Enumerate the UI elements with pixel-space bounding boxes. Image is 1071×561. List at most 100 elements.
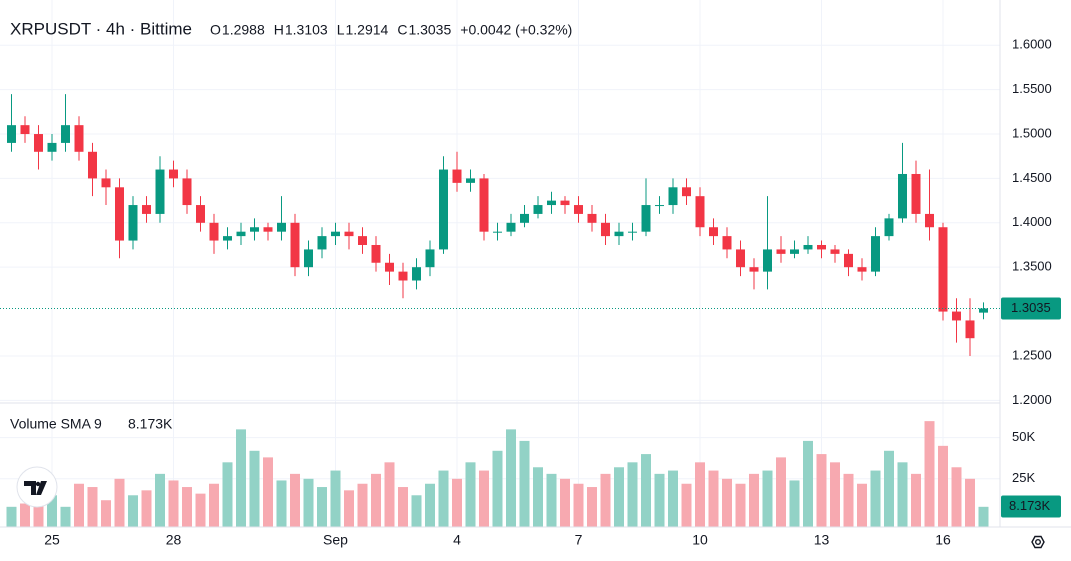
candle-body (952, 311, 961, 321)
volume-tick-label: 25K (1012, 470, 1035, 485)
candle-body (884, 218, 894, 237)
candle-body (844, 253, 853, 268)
candle-body (371, 244, 381, 263)
volume-bar (330, 470, 341, 527)
volume-bar (398, 487, 408, 527)
volume-bar (263, 457, 273, 527)
volume-bar (870, 470, 881, 527)
volume-bar (668, 470, 678, 527)
candle-body (668, 187, 678, 206)
volume-bar (384, 462, 395, 527)
candle-body (763, 249, 772, 272)
volume-bar (600, 473, 611, 527)
volume-bar (695, 462, 705, 527)
candle-body (601, 222, 610, 237)
volume-bar (155, 473, 165, 527)
candle-body (169, 169, 178, 179)
candle-body (641, 205, 651, 232)
candle-body (898, 173, 907, 219)
volume-bar (587, 487, 597, 527)
candle-body (776, 249, 786, 254)
volume-bar (573, 483, 584, 527)
volume-bar (438, 470, 449, 527)
x-tick-label: 25 (44, 532, 60, 548)
legend: XRPUSDT · 4h · Bittime O 1.2988 H 1.3103 L 1.… (10, 19, 572, 38)
x-tick-label: 28 (166, 532, 182, 548)
candle-body (236, 231, 246, 237)
candle-body (466, 178, 475, 183)
volume-bar (303, 478, 314, 527)
volume-bar (951, 467, 962, 527)
last-price-label: 1.3035 (1011, 300, 1051, 315)
y-tick-label: 1.4500 (1012, 170, 1052, 185)
candle-body (412, 267, 421, 281)
candle-body (277, 222, 286, 232)
candle-body (587, 213, 597, 223)
volume-bar (708, 470, 719, 527)
candle-body (304, 249, 313, 268)
volume-bar (735, 483, 746, 527)
volume-bar (317, 487, 327, 527)
candle-body (506, 222, 516, 232)
candle-body (979, 308, 988, 313)
volume-bar (492, 450, 503, 527)
candle-body (749, 267, 759, 272)
volume-bar (965, 478, 975, 527)
chart-title: XRPUSDT · 4h · Bittime (10, 19, 192, 38)
volume-bar (911, 473, 921, 527)
candle-body (115, 187, 124, 241)
legend-label: C (397, 22, 407, 38)
volume-bar (47, 495, 57, 527)
volume-bar (101, 500, 111, 527)
legend-value: 1.3103 (285, 22, 328, 38)
x-tick-label: 16 (935, 532, 951, 548)
volume-bar (6, 506, 17, 527)
candle-body (290, 222, 300, 268)
x-tick-label: 10 (692, 532, 708, 548)
volume-bar (924, 421, 935, 527)
candle-body (47, 142, 57, 152)
candle-body (574, 205, 583, 214)
candle-body (857, 267, 867, 272)
candle-body (331, 231, 340, 237)
candle-body (560, 200, 570, 206)
volume-bar (506, 429, 516, 527)
volume-bar (465, 462, 476, 527)
candle-body (317, 236, 327, 250)
volume-bar (479, 470, 489, 527)
y-tick-label: 1.2500 (1012, 347, 1052, 362)
candle-body (871, 236, 880, 272)
volume-bar (87, 487, 98, 527)
candle-body (628, 231, 637, 233)
volume-bar (776, 457, 786, 527)
settings-icon[interactable] (1031, 535, 1045, 549)
volume-tick-label: 50K (1012, 429, 1035, 444)
volume-bar (789, 480, 800, 527)
volume-bar (74, 483, 84, 527)
candle-body (925, 213, 934, 228)
volume-bar (641, 454, 651, 527)
volume-pane (6, 421, 989, 527)
volume-bar (209, 483, 219, 527)
candle-body (682, 187, 691, 197)
candle-body (790, 249, 799, 254)
candle-body (209, 222, 219, 241)
y-tick-label: 1.5500 (1012, 81, 1052, 96)
y-tick-label: 1.4000 (1012, 214, 1052, 229)
candle-body (142, 205, 151, 214)
volume-bar (884, 450, 894, 527)
legend-value: 1.2914 (345, 22, 388, 38)
volume-sma-value: 8.173K (128, 416, 173, 432)
volume-bar (816, 454, 827, 527)
candle-body (155, 169, 165, 214)
volume-bar (344, 490, 354, 527)
legend-label: H (274, 22, 284, 38)
x-tick-label: 7 (575, 532, 583, 548)
candle-body (196, 205, 205, 223)
candle-body (830, 249, 840, 254)
candle-body (223, 236, 232, 241)
volume-sma-label: 8.173K (1009, 498, 1051, 513)
volume-bar (290, 473, 300, 527)
last-price-tag (1001, 297, 1061, 320)
candle-body (344, 231, 354, 237)
